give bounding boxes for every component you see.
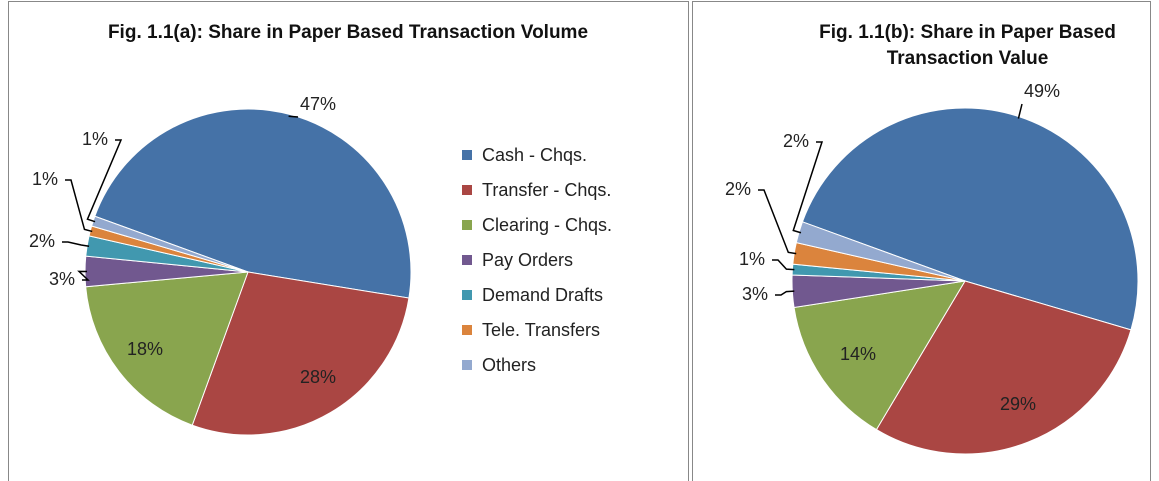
leader-line [772, 259, 795, 271]
leader-line [758, 189, 797, 255]
pie-slice [793, 280, 966, 431]
pie-slice [191, 271, 410, 436]
legend-swatch [462, 150, 472, 160]
legend-swatch [462, 185, 472, 195]
data-label: 2% [725, 179, 751, 199]
data-label: 14% [840, 344, 876, 364]
legend-label: Others [482, 355, 536, 375]
legend-swatch [462, 255, 472, 265]
data-label: 49% [1024, 81, 1060, 101]
data-label: 3% [49, 269, 75, 289]
leader-line [775, 290, 795, 296]
chart-title: Fig. 1.1(a): Share in Paper Based Transa… [107, 22, 589, 43]
legend-label: Clearing - Chqs. [482, 215, 612, 235]
data-label: 2% [29, 231, 55, 251]
data-label: 29% [1000, 394, 1036, 414]
legend-label: Pay Orders [482, 250, 573, 270]
pie-slice [94, 108, 412, 299]
data-label: 1% [82, 129, 108, 149]
legend-label: Cash - Chqs. [482, 145, 587, 165]
data-label: 2% [783, 131, 809, 151]
leader-line [1017, 103, 1023, 119]
leader-line [62, 241, 90, 247]
legend-swatch [462, 360, 472, 370]
leader-line [288, 115, 299, 118]
legend-label: Demand Drafts [482, 285, 603, 305]
data-label: 1% [32, 169, 58, 189]
data-label: 28% [300, 367, 336, 387]
chart-title: Fig. 1.1(b): Share in Paper Based Transa… [819, 22, 1116, 69]
legend-swatch [462, 290, 472, 300]
legend-swatch [462, 325, 472, 335]
panel-border [8, 1, 689, 481]
legend-swatch [462, 220, 472, 230]
data-label: 18% [127, 339, 163, 359]
leader-line [792, 141, 824, 234]
panel-border [692, 1, 1151, 481]
pie-slice [875, 280, 1132, 455]
legend-label: Transfer - Chqs. [482, 180, 611, 200]
data-label: 47% [300, 94, 336, 114]
leader-line [86, 139, 123, 223]
data-label: 1% [739, 249, 765, 269]
data-label: 3% [742, 284, 768, 304]
leader-line [65, 179, 93, 233]
leader-line [77, 270, 90, 281]
pie-slice [85, 271, 249, 426]
legend-label: Tele. Transfers [482, 320, 600, 340]
